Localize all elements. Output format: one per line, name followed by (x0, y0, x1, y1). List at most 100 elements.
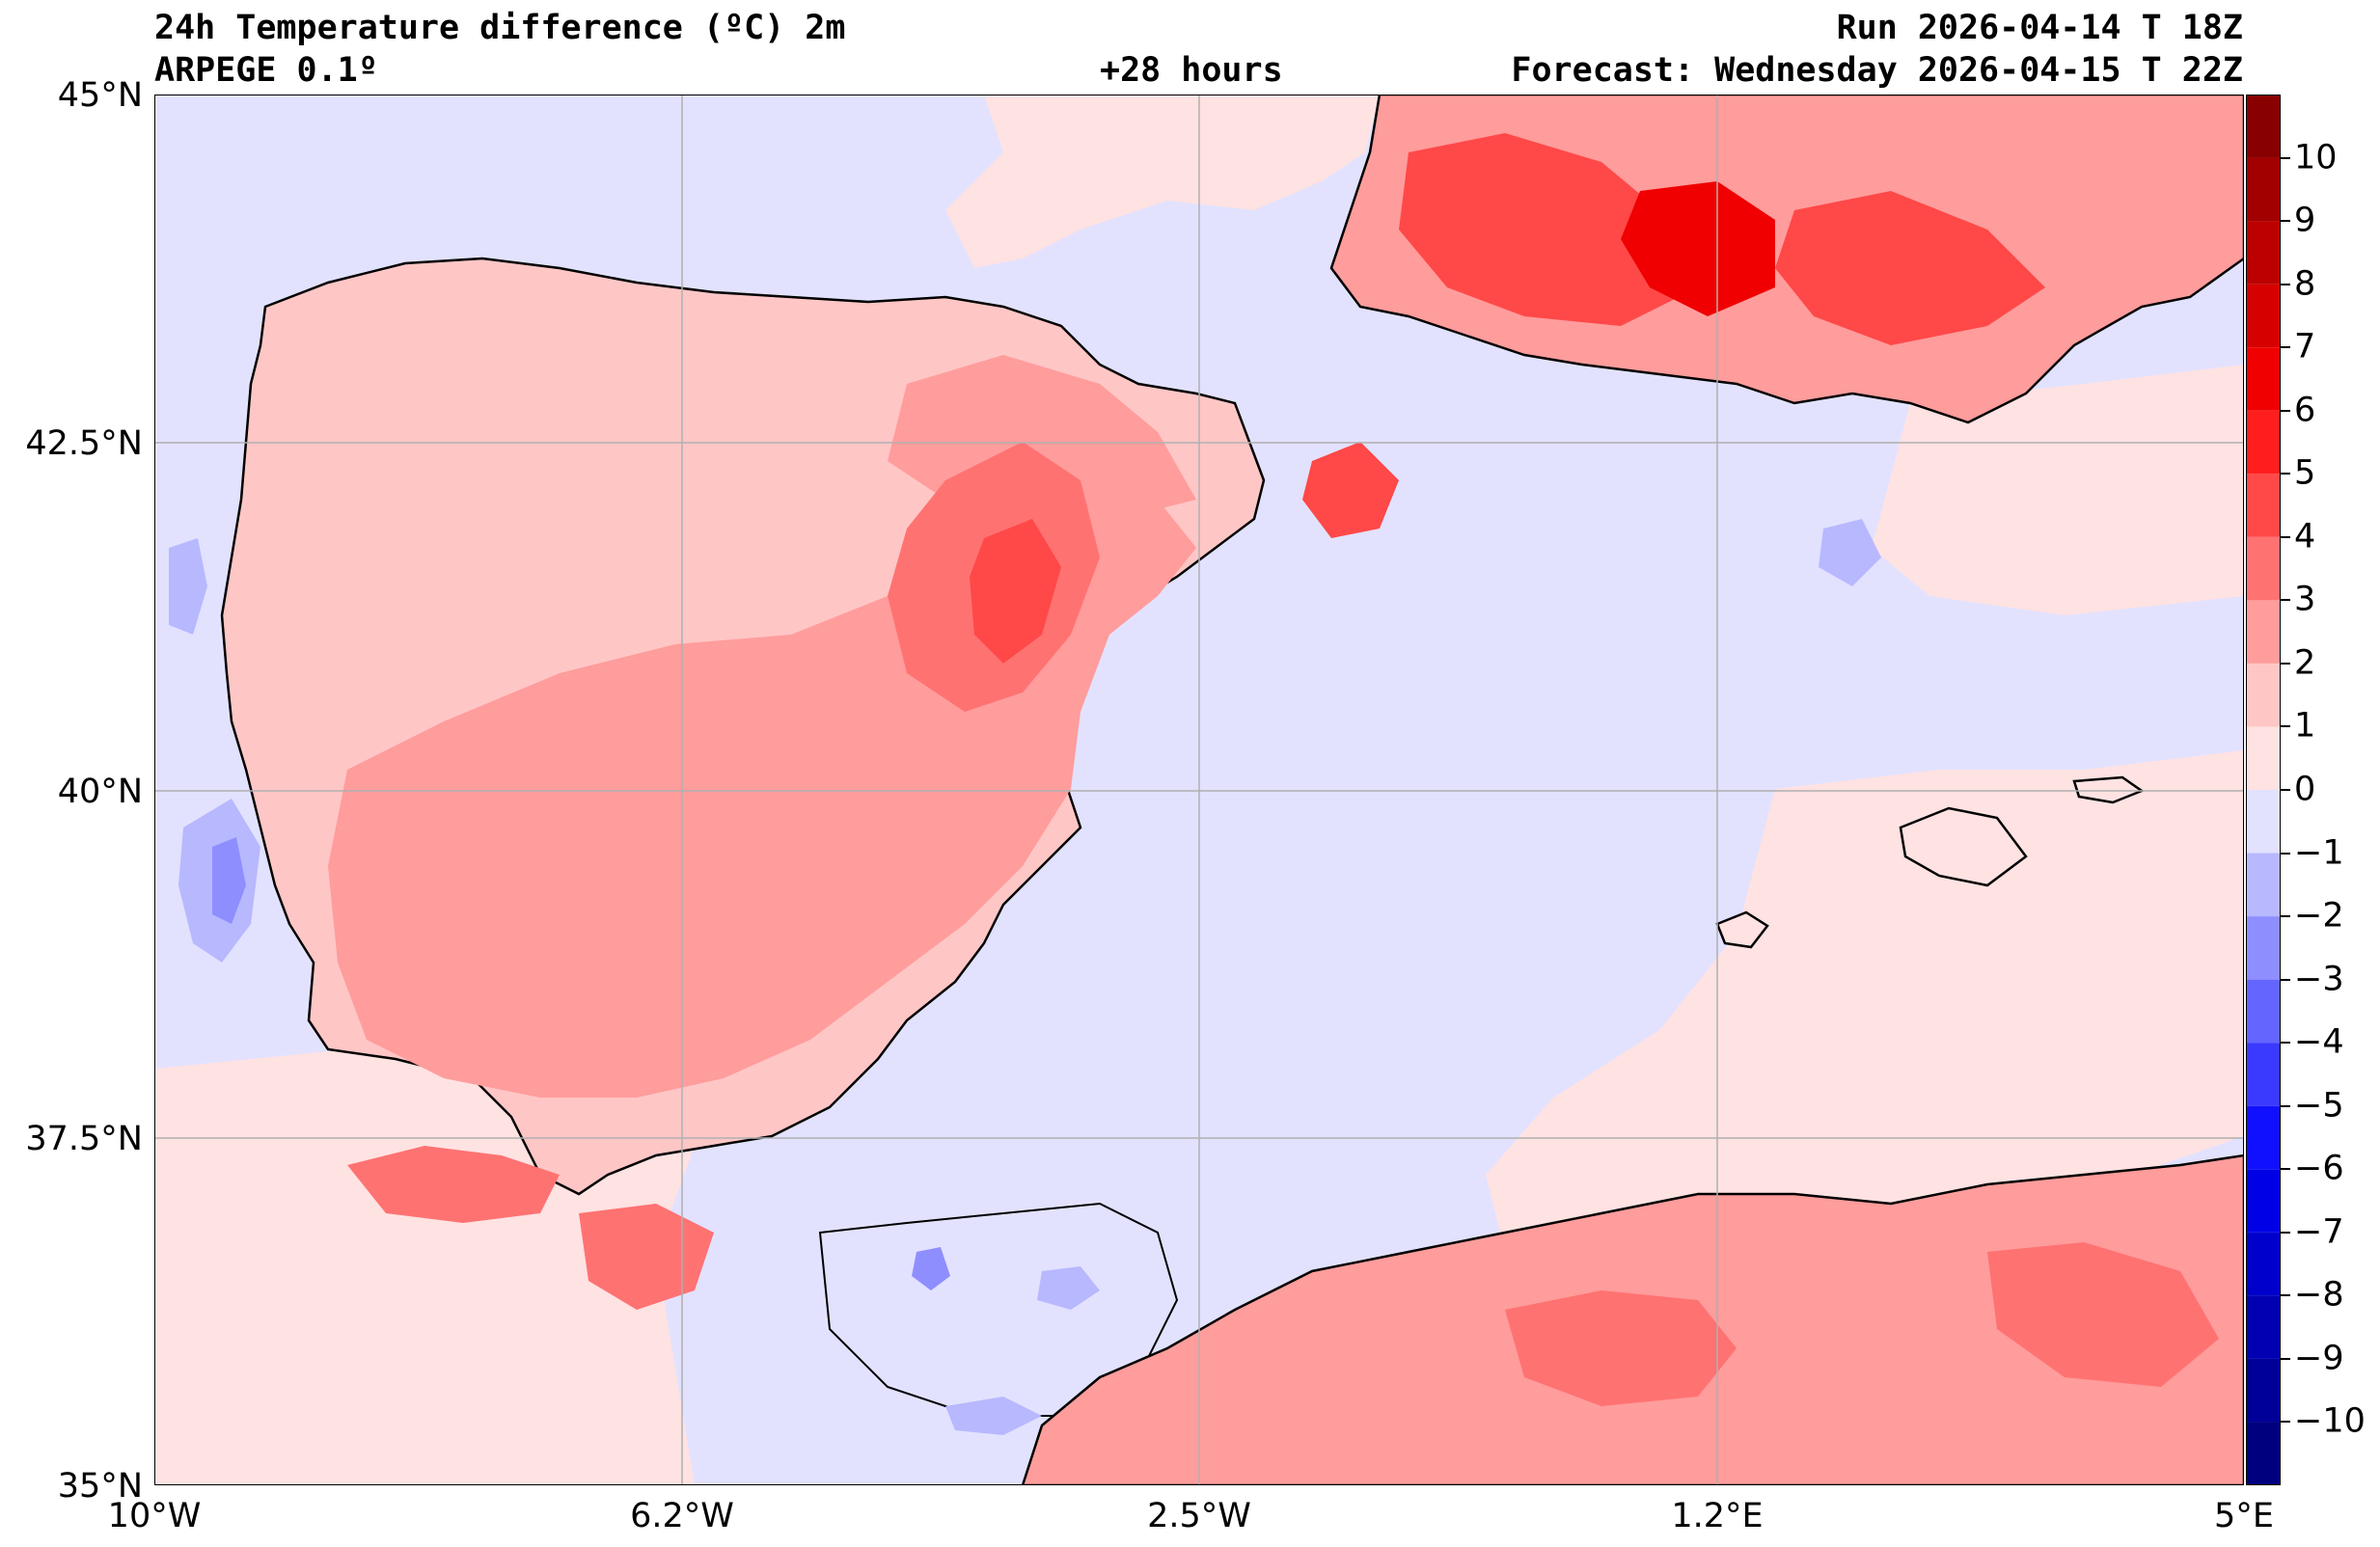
colorbar-tick-label: 8 (2294, 264, 2316, 304)
colorbar-bin-positive (2246, 95, 2281, 158)
colorbar-tick-label: −10 (2294, 1401, 2366, 1441)
lat-label-45: 45°N (57, 76, 143, 115)
colorbar-bin-negative (2246, 1232, 2281, 1296)
colorbar-tick (2281, 156, 2290, 159)
colorbar-bin-negative (2246, 853, 2281, 917)
colorbar-tick (2281, 1294, 2290, 1297)
colorbar-bin-negative (2246, 916, 2281, 980)
atlantic-cold-pocket-2 (169, 538, 207, 635)
colorbar-bin-positive (2246, 474, 2281, 537)
france-hot-area (1399, 133, 1698, 326)
colorbar-bin-positive (2246, 536, 2281, 601)
colorbar-tick (2281, 283, 2290, 285)
colorbar-tick-label: 3 (2294, 580, 2316, 619)
france-hottest-area (1621, 181, 1775, 316)
colorbar-tick-label: −3 (2294, 960, 2344, 999)
north-africa-hot-spot-2 (1987, 1242, 2219, 1387)
iberia-hot-spot-2 (970, 519, 1061, 664)
colorbar-tick (2281, 662, 2290, 665)
colorbar-bin-negative (2246, 1043, 2281, 1106)
colorbar-tick-label: −4 (2294, 1022, 2344, 1062)
colorbar-tick-label: 9 (2294, 201, 2316, 240)
atlantic-cold-core (212, 837, 246, 924)
colorbar (2246, 95, 2281, 1485)
lat-label-40: 40°N (57, 773, 143, 811)
colorbar-tick-label: 2 (2294, 643, 2316, 683)
colorbar-tick-label: 5 (2294, 453, 2316, 493)
iberia-hot-spot-4 (579, 1204, 714, 1310)
lon-label-2-5w: 2.5°W (1147, 1497, 1251, 1535)
colorbar-tick (2281, 409, 2290, 412)
colorbar-tick (2281, 1357, 2290, 1360)
lon-label-6-2w: 6.2°W (630, 1497, 734, 1535)
colorbar-tick-label: 10 (2294, 138, 2338, 177)
colorbar-tick (2281, 978, 2290, 981)
colorbar-bin-positive (2246, 600, 2281, 664)
colorbar-tick-label: 1 (2294, 706, 2316, 746)
colorbar-tick (2281, 473, 2290, 475)
colorbar-tick (2281, 1042, 2290, 1045)
colorbar-tick-label: −2 (2294, 896, 2344, 936)
colorbar-bin-negative (2246, 1295, 2281, 1359)
north-africa-hot-spot (1505, 1290, 1737, 1406)
colorbar-tick-label: −7 (2294, 1212, 2344, 1252)
lead-time-label: +28 hours (1100, 51, 1283, 90)
lon-label-5e: 5°E (2214, 1497, 2274, 1535)
map-title: 24h Temperature difference (ºC) 2m (154, 9, 846, 47)
mallorca (1899, 806, 2028, 887)
alboran-cold-spot-3 (945, 1397, 1042, 1435)
colorbar-tick (2281, 346, 2290, 349)
colorbar-bin-positive (2246, 157, 2281, 222)
colorbar-tick (2281, 220, 2290, 223)
colorbar-tick (2281, 915, 2290, 918)
menorca (2072, 775, 2145, 804)
colorbar-bin-positive (2246, 221, 2281, 285)
colorbar-tick-label: 7 (2294, 327, 2316, 366)
lat-label-42-5: 42.5°N (25, 424, 143, 463)
colorbar-bin-positive (2246, 663, 2281, 727)
colorbar-bin-negative (2246, 1358, 2281, 1423)
colorbar-tick-label: −6 (2294, 1149, 2344, 1188)
colorbar-bin-negative (2246, 979, 2281, 1044)
colorbar-tick (2281, 852, 2290, 855)
colorbar-bin-negative (2246, 790, 2281, 854)
colorbar-tick (2281, 599, 2290, 602)
colorbar-tick (2281, 1421, 2290, 1424)
colorbar-tick (2281, 1168, 2290, 1171)
colorbar-bin-negative (2246, 1169, 2281, 1233)
colorbar-tick-label: 6 (2294, 391, 2316, 430)
france-hot-area-2 (1775, 191, 2045, 345)
colorbar-tick (2281, 789, 2290, 791)
alboran-cold-spot-2 (912, 1247, 950, 1290)
lat-label-37-5: 37.5°N (25, 1120, 143, 1158)
colorbar-tick-label: −9 (2294, 1339, 2344, 1378)
colorbar-tick-label: −8 (2294, 1275, 2344, 1315)
bay-of-biscay-area (945, 95, 1380, 268)
colorbar-tick (2281, 1104, 2290, 1107)
iberia-hot-spot-5 (1302, 442, 1399, 538)
colorbar-bin-positive (2246, 726, 2281, 790)
colorbar-bin-positive (2246, 410, 2281, 475)
colorbar-tick-label: 4 (2294, 517, 2316, 556)
alboran-cool-area (818, 1202, 1179, 1417)
colorbar-bin-negative (2246, 1422, 2281, 1485)
colorbar-tick (2281, 1231, 2290, 1234)
model-label: ARPEGE 0.1º (154, 51, 378, 90)
mediterranean-east-area (1486, 750, 2244, 1290)
colorbar-tick (2281, 725, 2290, 728)
run-label: Run 2026-04-14 T 18Z (1836, 9, 2243, 47)
lon-label-1-2e: 1.2°E (1671, 1497, 1764, 1535)
lat-label-35: 35°N (57, 1467, 143, 1506)
gulf-of-lion-area (1872, 365, 2244, 615)
colorbar-tick (2281, 535, 2290, 538)
colorbar-bin-positive (2246, 347, 2281, 411)
iberia-hot-spot-3 (347, 1146, 560, 1223)
colorbar-bin-negative (2246, 1105, 2281, 1170)
lon-label-10w: 10°W (107, 1497, 202, 1535)
colorbar-tick-label: −5 (2294, 1086, 2344, 1126)
alboran-cold-spot-1 (1037, 1266, 1100, 1310)
colorbar-bin-positive (2246, 284, 2281, 348)
gulf-of-lion-cool (1819, 519, 1881, 586)
forecast-label: Forecast: Wednesday 2026-04-15 T 22Z (1511, 51, 2243, 90)
ibiza (1715, 910, 1769, 949)
